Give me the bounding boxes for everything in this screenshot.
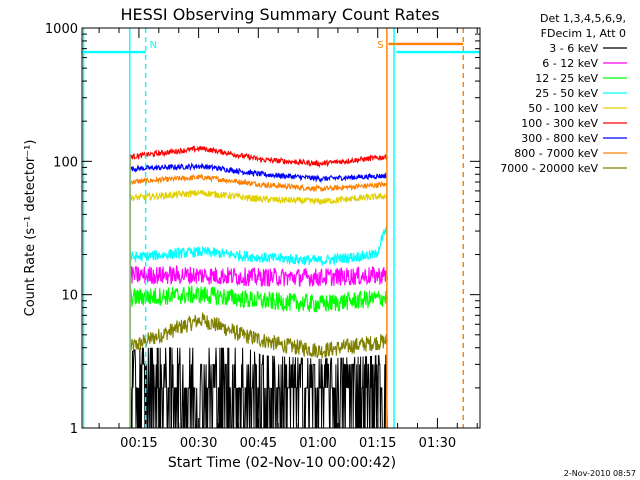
series-line-7 bbox=[130, 162, 388, 183]
series-line-4 bbox=[130, 222, 388, 267]
legend-header-line-1: Det 1,3,4,5,6,9, bbox=[540, 12, 626, 25]
x-tick-label: 00:30 bbox=[180, 436, 217, 451]
x-tick-label: 01:15 bbox=[359, 436, 396, 451]
x-axis-label: Start Time (02-Nov-10 00:00:42) bbox=[168, 455, 396, 471]
legend-label: 6 - 12 keV bbox=[542, 57, 598, 70]
legend-label: 800 - 7000 keV bbox=[514, 147, 598, 160]
legend-label: 300 - 800 keV bbox=[521, 132, 598, 145]
x-tick-label: 01:00 bbox=[299, 436, 336, 451]
y-tick-label: 100 bbox=[53, 155, 78, 170]
x-tick-label: 01:30 bbox=[419, 436, 456, 451]
series-line-6 bbox=[130, 145, 388, 169]
x-tick-label: 00:45 bbox=[240, 436, 277, 451]
y-tick-label: 1000 bbox=[45, 22, 78, 37]
legend-label: 25 - 50 keV bbox=[535, 87, 598, 100]
annotation-n: N bbox=[150, 40, 157, 51]
legend-label: 12 - 25 keV bbox=[535, 72, 598, 85]
series-line-2 bbox=[130, 264, 388, 287]
series-line-9 bbox=[130, 312, 388, 359]
legend-label: 50 - 100 keV bbox=[528, 102, 598, 115]
legend-label: 3 - 6 keV bbox=[549, 42, 598, 55]
series-line-1 bbox=[130, 347, 388, 429]
x-tick-label: 00:15 bbox=[120, 436, 157, 451]
legend-header-line-2: FDecim 1, Att 0 bbox=[541, 27, 626, 40]
axis-layer: 1 10 100 1000 00:15 00:30 00:45 01:00 01:15 01:30 bbox=[45, 22, 480, 451]
series-line-5 bbox=[130, 188, 388, 206]
y-tick-label: 10 bbox=[61, 289, 78, 304]
y-tick-label: 1 bbox=[70, 422, 78, 437]
series-line-8 bbox=[130, 173, 388, 192]
chart-title: HESSI Observing Summary Count Rates bbox=[120, 5, 439, 24]
plot-frame bbox=[81, 27, 481, 429]
legend: Det 1,3,4,5,6,9, FDecim 1, Att 0 3 - 6 k… bbox=[500, 12, 627, 175]
timestamp-footer: 2-Nov-2010 08:57 bbox=[564, 469, 636, 478]
series-line-3 bbox=[130, 285, 388, 313]
annotation-s: S bbox=[377, 40, 383, 51]
legend-label: 100 - 300 keV bbox=[521, 117, 598, 130]
legend-label: 7000 - 20000 keV bbox=[500, 162, 598, 175]
y-axis-label: Count Rate (s⁻¹ detector⁻¹) bbox=[23, 140, 38, 317]
